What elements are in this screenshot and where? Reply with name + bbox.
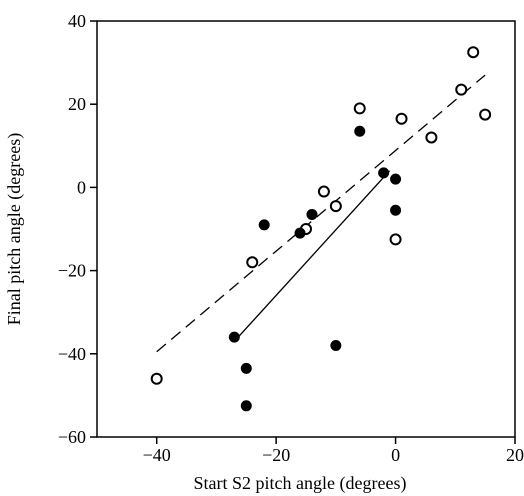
y-tick-label: −40 — [58, 344, 86, 364]
plot-area-frame — [96, 20, 516, 438]
open-data-point — [150, 372, 163, 385]
filled-data-point — [330, 339, 342, 351]
y-tick-label: 40 — [68, 11, 86, 31]
x-tick-label: 20 — [506, 445, 524, 465]
y-tick-label: 0 — [77, 177, 86, 197]
filled-data-point — [306, 208, 318, 220]
open-data-point — [389, 233, 402, 246]
filled-data-point — [294, 227, 306, 239]
points-layer — [150, 46, 492, 412]
open-data-point — [353, 102, 366, 115]
y-tick-label: −20 — [58, 261, 86, 281]
open-data-point — [329, 200, 342, 213]
filled-data-point — [378, 167, 390, 179]
filled-data-point — [240, 400, 252, 412]
ticks-layer: −40 −20 0 20 −60 −40 −20 0 20 40 — [58, 11, 524, 465]
solid-fit-line — [233, 170, 391, 342]
open-data-point — [425, 131, 438, 144]
open-data-point — [455, 83, 468, 96]
y-axis-title: Final pitch angle (degrees) — [4, 133, 25, 325]
filled-data-point — [258, 219, 270, 231]
open-data-point — [479, 108, 492, 121]
dashed-fit-line — [156, 74, 486, 353]
open-data-point — [395, 112, 408, 125]
filled-data-point — [354, 125, 366, 137]
filled-data-point — [390, 204, 402, 216]
filled-data-point — [240, 362, 252, 374]
open-data-point — [246, 256, 259, 269]
filled-data-point — [228, 331, 240, 343]
x-tick-label: −20 — [262, 445, 290, 465]
x-axis-title: Start S2 pitch angle (degrees) — [194, 473, 407, 494]
x-tick-label: 0 — [391, 445, 400, 465]
y-tick-label: 20 — [68, 94, 86, 114]
open-data-point — [467, 46, 480, 59]
fit-lines-layer — [156, 74, 486, 353]
open-data-point — [317, 185, 330, 198]
filled-data-point — [390, 173, 402, 185]
y-tick-label: −60 — [58, 427, 86, 447]
x-tick-label: −40 — [143, 445, 171, 465]
